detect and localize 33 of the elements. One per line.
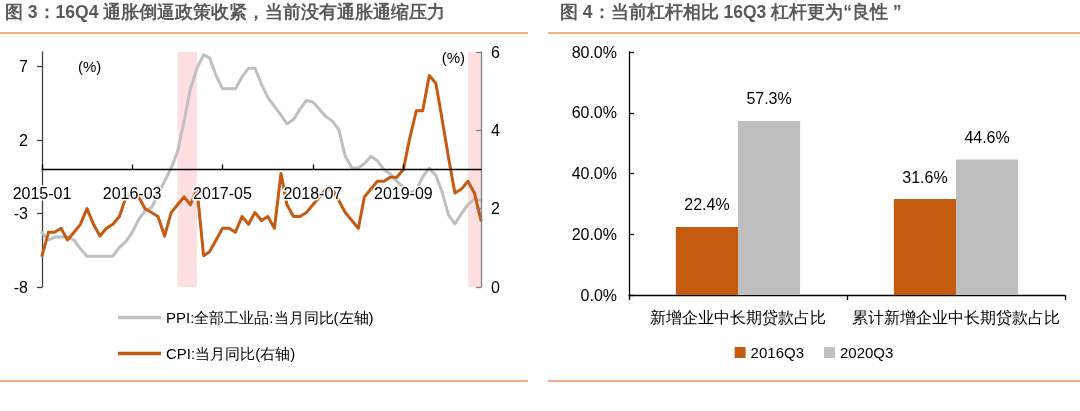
legend-label: 2020Q3	[840, 344, 894, 361]
bar	[738, 120, 801, 295]
bar	[893, 199, 956, 295]
y-tick-label: 2	[19, 131, 29, 149]
y2-tick-label: 2	[491, 200, 500, 218]
data-label: 22.4%	[684, 196, 730, 214]
y-tick-label: 0.0%	[580, 286, 617, 304]
data-label: 57.3%	[746, 90, 792, 108]
data-label: 31.6%	[902, 168, 948, 186]
y-tick-label: 7	[19, 58, 29, 76]
y-tick-label: 20.0%	[571, 225, 617, 243]
y2-tick-label: 4	[491, 121, 500, 139]
x-tick-label: 新增企业中长期贷款占比	[650, 308, 826, 326]
y2-axis-title: (%)	[441, 48, 465, 66]
y-tick-label: -8	[13, 278, 29, 296]
bar	[675, 226, 738, 295]
legend-label: PPI:全部工业品:当月同比(左轴)	[166, 309, 374, 326]
chart-title: 图 4：当前杠杆相比 16Q3 杠杆更为“良性 ”	[560, 1, 902, 23]
y-tick-label: 40.0%	[571, 165, 617, 182]
x-tick-label: 累计新增企业中长期贷款占比	[852, 308, 1060, 326]
legend-label: CPI:当月同比(右轴)	[166, 345, 296, 362]
y-axis-title: (%)	[78, 57, 102, 75]
legend-label: 2016Q3	[750, 344, 805, 361]
x-tick-label: 2019-09	[374, 185, 433, 202]
y2-tick-label: 6	[491, 43, 500, 61]
y-tick-label: 60.0%	[571, 104, 617, 122]
chart-title: 图 3：16Q4 通胀倒逼政策收紧，当前没有通胀通缩压力	[5, 1, 446, 23]
y-tick-label: -3	[13, 205, 29, 223]
data-label: 44.6%	[964, 129, 1010, 147]
y2-tick-label: 0	[491, 278, 500, 296]
x-tick-label: 2016-03	[102, 185, 162, 202]
bar	[956, 159, 1019, 295]
y-tick-label: 80.0%	[571, 43, 617, 61]
